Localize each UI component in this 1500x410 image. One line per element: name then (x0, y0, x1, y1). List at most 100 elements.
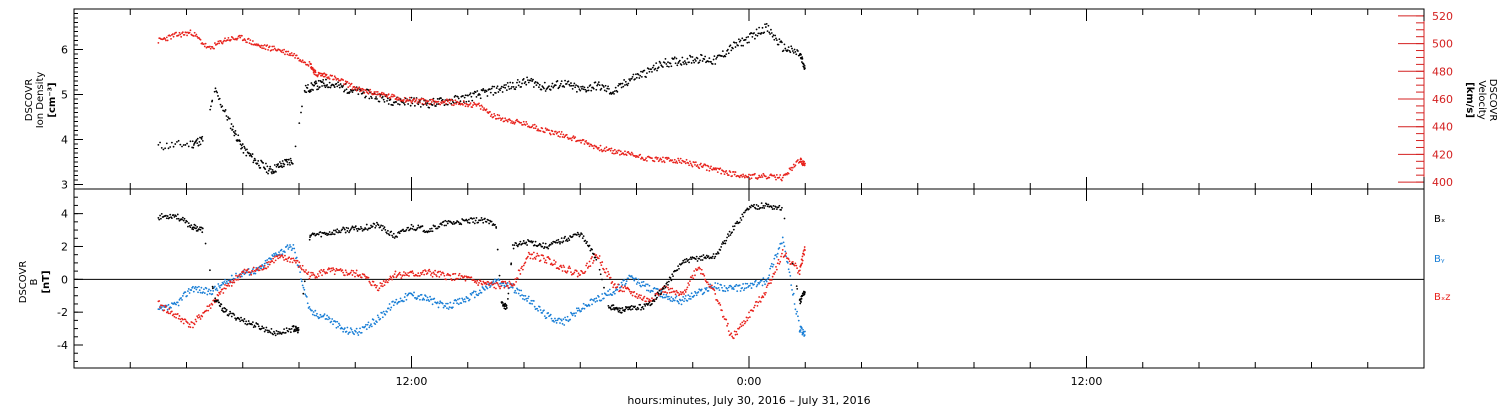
velocity-point (284, 53, 286, 56)
density-point (475, 95, 478, 98)
bz-point (694, 268, 697, 270)
by-point (764, 283, 766, 286)
bz-point (607, 270, 609, 273)
bz-point (592, 262, 594, 264)
velocity-point (404, 101, 407, 103)
bz-point (334, 270, 337, 272)
velocity-point (166, 39, 169, 42)
velocity-point (674, 161, 677, 164)
by-point (436, 301, 439, 304)
by-point (679, 299, 682, 302)
bz-point (743, 322, 746, 325)
bz-point (777, 258, 780, 261)
velocity-point (595, 145, 598, 148)
legend-by: Bᵧ (1434, 254, 1445, 265)
density-point (694, 58, 696, 61)
by-point (384, 313, 387, 316)
bx-point (217, 299, 219, 302)
density-point (750, 32, 753, 34)
bz-point (678, 293, 681, 296)
bz-point (629, 290, 631, 293)
density-point (529, 79, 532, 82)
density-point (505, 83, 507, 86)
bz-point (622, 286, 625, 289)
density-point (558, 86, 561, 89)
by-point (275, 253, 278, 256)
bx-point (201, 227, 204, 230)
bx-point (783, 217, 786, 220)
by-point (392, 304, 395, 307)
density-point (266, 165, 269, 168)
by-point (640, 281, 643, 284)
velocity-point (786, 173, 788, 176)
bx-point (739, 217, 742, 219)
density-point (688, 61, 690, 64)
bz-point (273, 255, 276, 258)
by-point (770, 265, 772, 268)
by-point (357, 334, 360, 336)
by-point (571, 314, 574, 317)
bx-point (359, 228, 361, 231)
velocity-point (462, 100, 465, 102)
bz-point (531, 253, 534, 256)
velocity-point (395, 97, 398, 100)
density-point (269, 165, 272, 168)
bx-point (349, 229, 351, 232)
by-point (516, 288, 519, 291)
bx-point (559, 242, 561, 245)
density-point (573, 82, 576, 85)
velocity-point (627, 150, 630, 153)
velocity-point (327, 76, 330, 79)
by-point (467, 297, 469, 300)
bz-point (521, 268, 524, 271)
bx-point (603, 286, 605, 289)
density-point (235, 133, 237, 136)
bx-point (165, 217, 168, 220)
by-point (280, 248, 283, 251)
bz-point (379, 282, 382, 284)
velocity-point (536, 129, 539, 132)
bz-point (393, 273, 396, 276)
by-point (414, 296, 417, 299)
density-point (280, 162, 282, 165)
velocity-point (571, 136, 574, 139)
density-point (176, 141, 178, 143)
bz-point (161, 304, 164, 307)
velocity-point (779, 174, 782, 176)
bx-point (555, 239, 558, 242)
bx-point (659, 293, 662, 296)
bz-point (416, 274, 419, 277)
bx-point (290, 327, 293, 330)
density-point (195, 139, 198, 141)
bx-point (296, 331, 299, 334)
by-point (795, 313, 798, 315)
density-point (564, 79, 566, 82)
by-point (684, 295, 687, 297)
by-point (325, 318, 328, 320)
density-point (286, 163, 289, 166)
bz-point (236, 275, 239, 278)
by-point (547, 312, 550, 314)
velocity-point (397, 96, 399, 99)
bz-point (273, 261, 275, 264)
bx-point (160, 217, 162, 220)
bz-point (616, 286, 619, 288)
density-point (316, 85, 319, 88)
bz-point (329, 270, 332, 273)
by-point (671, 300, 674, 303)
bx-point (214, 297, 217, 300)
density-point (770, 28, 772, 31)
bx-point (247, 320, 250, 322)
velocity-point (655, 156, 658, 159)
by-point (637, 278, 640, 281)
bx-point (343, 228, 346, 231)
density-point (454, 94, 457, 97)
velocity-point (597, 146, 600, 149)
bx-point (455, 221, 458, 224)
bx-point (721, 241, 724, 244)
velocity-point (170, 37, 172, 40)
bz-point (470, 276, 473, 279)
velocity-point (773, 174, 776, 177)
density-point (318, 86, 321, 88)
